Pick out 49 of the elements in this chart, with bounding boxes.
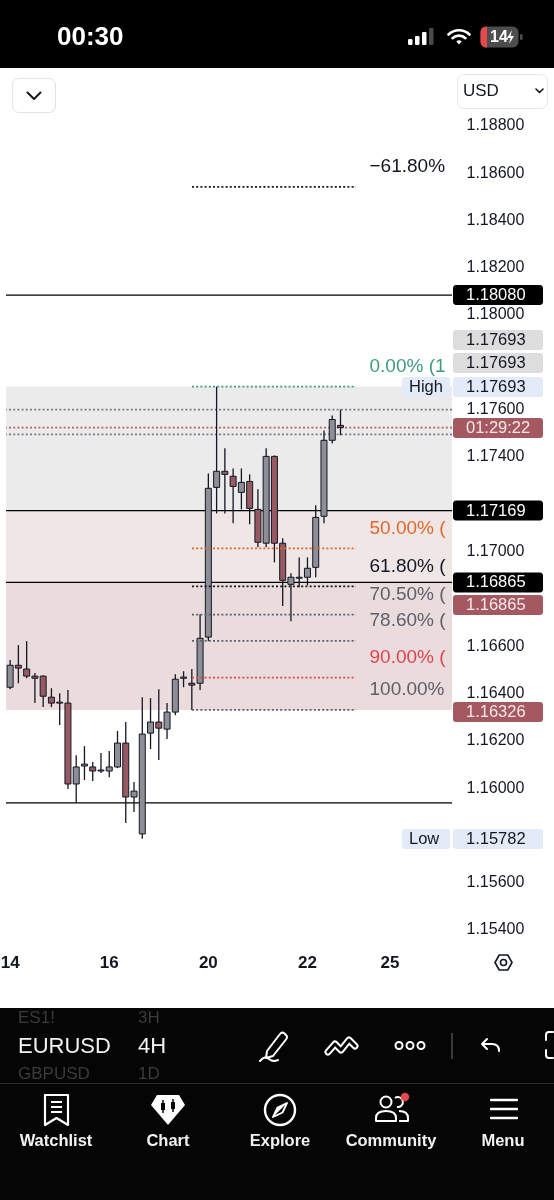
y-tick-label: 1.18000 [466, 305, 525, 323]
text: USD [463, 80, 499, 102]
y-tick-label: 1.18200 [466, 258, 525, 276]
text: Community [345, 1131, 437, 1151]
y-tick-label: 1.15400 [466, 920, 525, 938]
text: Menu [481, 1131, 525, 1151]
x-tick-label: 20 [198, 952, 218, 972]
y2-tick-label: 0.00% (1 [369, 355, 446, 377]
y-tick-label: 1.17400 [466, 447, 525, 465]
text: 01:29:22 [466, 418, 531, 438]
y-tick-label: 1.16600 [466, 636, 525, 654]
text: 1.15782 [466, 829, 526, 849]
text: 1.16865 [466, 595, 526, 615]
x-tick-label: 25 [380, 952, 400, 972]
text: 1.16326 [466, 702, 526, 722]
y-tick-label: 1.18800 [466, 116, 525, 134]
y-tick-label: 1.18400 [466, 210, 525, 228]
y-tick-label: 1.15600 [466, 873, 525, 891]
text: 14 [490, 27, 508, 47]
y-tick-label: 1.18600 [466, 163, 525, 181]
text: 4H [138, 1032, 167, 1060]
text: 1.17693 [466, 353, 526, 373]
ref-line-label: 1.18080 [466, 285, 526, 304]
y-tick-label: 1.17600 [466, 400, 525, 418]
text: Watchlist [19, 1131, 93, 1151]
y2-tick-label: 61.80% ( [369, 554, 447, 576]
ref-line-label: 1.16865 [466, 572, 526, 591]
y2-tick-label: 70.50% ( [369, 583, 447, 605]
text: 00:30 [57, 21, 124, 53]
y2-tick-label: 90.00% ( [369, 646, 447, 668]
x-tick-label: 22 [298, 952, 317, 972]
y-tick-label: 1.16000 [466, 778, 525, 796]
text: Chart [146, 1131, 190, 1151]
ref-line-label: 1.17169 [466, 500, 526, 519]
text: EURUSD [18, 1032, 111, 1060]
x-tick-label: 14 [0, 952, 21, 972]
y2-tick-label: 78.60% ( [369, 609, 447, 631]
text: Explore [249, 1131, 311, 1151]
y2-tick-label: 50.00% ( [369, 516, 447, 538]
y2-tick-label: 100.00% [369, 678, 445, 700]
annotation: Low [409, 829, 440, 849]
y2-tick-label: −61.80% [369, 155, 446, 177]
annotation: High [409, 376, 443, 397]
y-tick-label: 1.17000 [466, 542, 525, 560]
text: 1.17693 [466, 330, 526, 350]
y-tick-label: 1.16200 [466, 731, 525, 749]
text: 1.17693 [466, 376, 526, 397]
y-tick-label: 1.16400 [466, 683, 525, 701]
x-tick-label: 16 [99, 952, 119, 972]
